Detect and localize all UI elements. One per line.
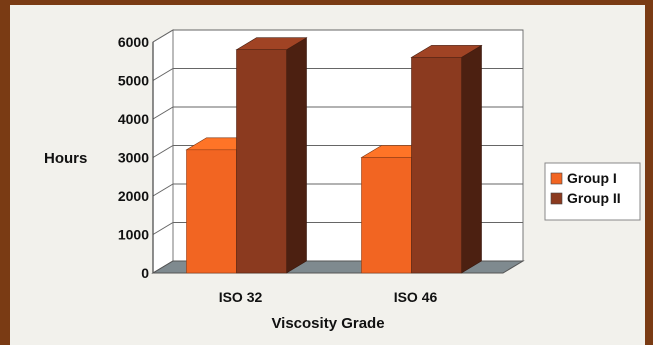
x-tick-label: ISO 32 xyxy=(219,289,263,305)
bar-side xyxy=(286,37,307,274)
x-axis-title: Viscosity Grade xyxy=(271,315,384,332)
gridline xyxy=(152,68,523,81)
legend-swatch xyxy=(550,172,563,185)
y-tick-label: 6000 xyxy=(118,34,149,50)
y-tick-label: 3000 xyxy=(118,150,149,166)
x-tick-label: ISO 46 xyxy=(394,289,438,305)
y-tick-label: 2000 xyxy=(118,188,149,204)
gridline xyxy=(152,106,523,120)
legend-label: Group I xyxy=(567,170,617,186)
y-tick-label: 1000 xyxy=(118,227,149,243)
y-tick-label: 0 xyxy=(141,265,149,281)
y-tick-label: 4000 xyxy=(118,111,149,127)
legend-label: Group II xyxy=(567,190,621,206)
bar xyxy=(411,57,462,274)
bar xyxy=(186,149,237,274)
bar-chart: 0 1000 2000 3000 4000 5000 6000 ISO 32 ISO 46 Ho… xyxy=(44,29,641,332)
legend-swatch xyxy=(550,192,563,205)
y-tick-label: 5000 xyxy=(118,73,149,89)
legend: Group I Group II xyxy=(544,162,641,221)
bar xyxy=(236,49,287,274)
bar-side xyxy=(461,44,482,274)
legend-box xyxy=(544,162,641,221)
bar xyxy=(361,157,412,274)
gridline xyxy=(152,29,523,43)
y-axis-title: Hours xyxy=(44,150,87,167)
